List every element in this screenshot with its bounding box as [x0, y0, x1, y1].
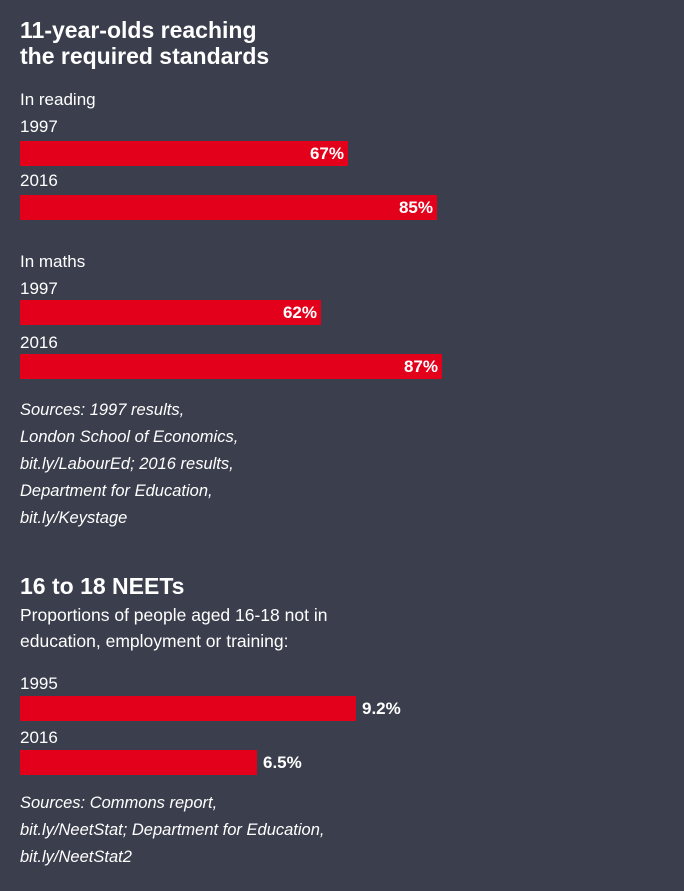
bar	[20, 141, 348, 166]
data-label: 87%	[403, 357, 438, 376]
data-label: 9.2%	[362, 699, 401, 718]
data-label: 67%	[309, 144, 344, 163]
chart-title-line: 11-year-olds reaching	[20, 17, 257, 43]
bar	[20, 750, 257, 775]
chart-title-line: the required standards	[20, 43, 270, 69]
data-label: 85%	[398, 198, 433, 217]
category-label: 1997	[20, 117, 58, 136]
bar	[20, 300, 321, 325]
neets-subtitle-line: education, employment or training:	[20, 631, 289, 651]
category-label: 1997	[20, 279, 58, 298]
bar	[20, 195, 437, 220]
category-label: 2016	[20, 728, 58, 747]
reading-label: In reading	[20, 90, 96, 109]
sources-line: bit.ly/LabourEd; 2016 results,	[20, 455, 234, 473]
data-label: 6.5%	[263, 753, 302, 772]
sources-line: London School of Economics,	[20, 428, 239, 446]
category-label: 2016	[20, 333, 58, 352]
sources-line: Department for Education,	[20, 482, 213, 500]
sources-note: Sources: 1997 results, London School of …	[20, 397, 238, 532]
neets-subtitle-line: Proportions of people aged 16-18 not in	[20, 605, 328, 625]
sources-line: Sources: 1997 results,	[20, 401, 185, 419]
data-label: 62%	[282, 303, 317, 322]
chart-title: 11-year-olds reaching the required stand…	[20, 17, 269, 69]
neets-subtitle: Proportions of people aged 16-18 not in …	[20, 602, 327, 654]
neets-sources-note: Sources: Commons report, bit.ly/NeetStat…	[20, 790, 325, 871]
bar	[20, 696, 356, 721]
sources-line: bit.ly/NeetStat2	[20, 848, 132, 866]
sources-line: Sources: Commons report,	[20, 794, 218, 812]
sources-line: bit.ly/Keystage	[20, 509, 128, 527]
maths-label: In maths	[20, 252, 86, 271]
sources-line: bit.ly/NeetStat; Department for Educatio…	[20, 821, 325, 839]
bar	[20, 354, 442, 379]
category-label: 2016	[20, 171, 58, 190]
neets-title: 16 to 18 NEETs	[20, 573, 185, 599]
category-label: 1995	[20, 674, 58, 693]
